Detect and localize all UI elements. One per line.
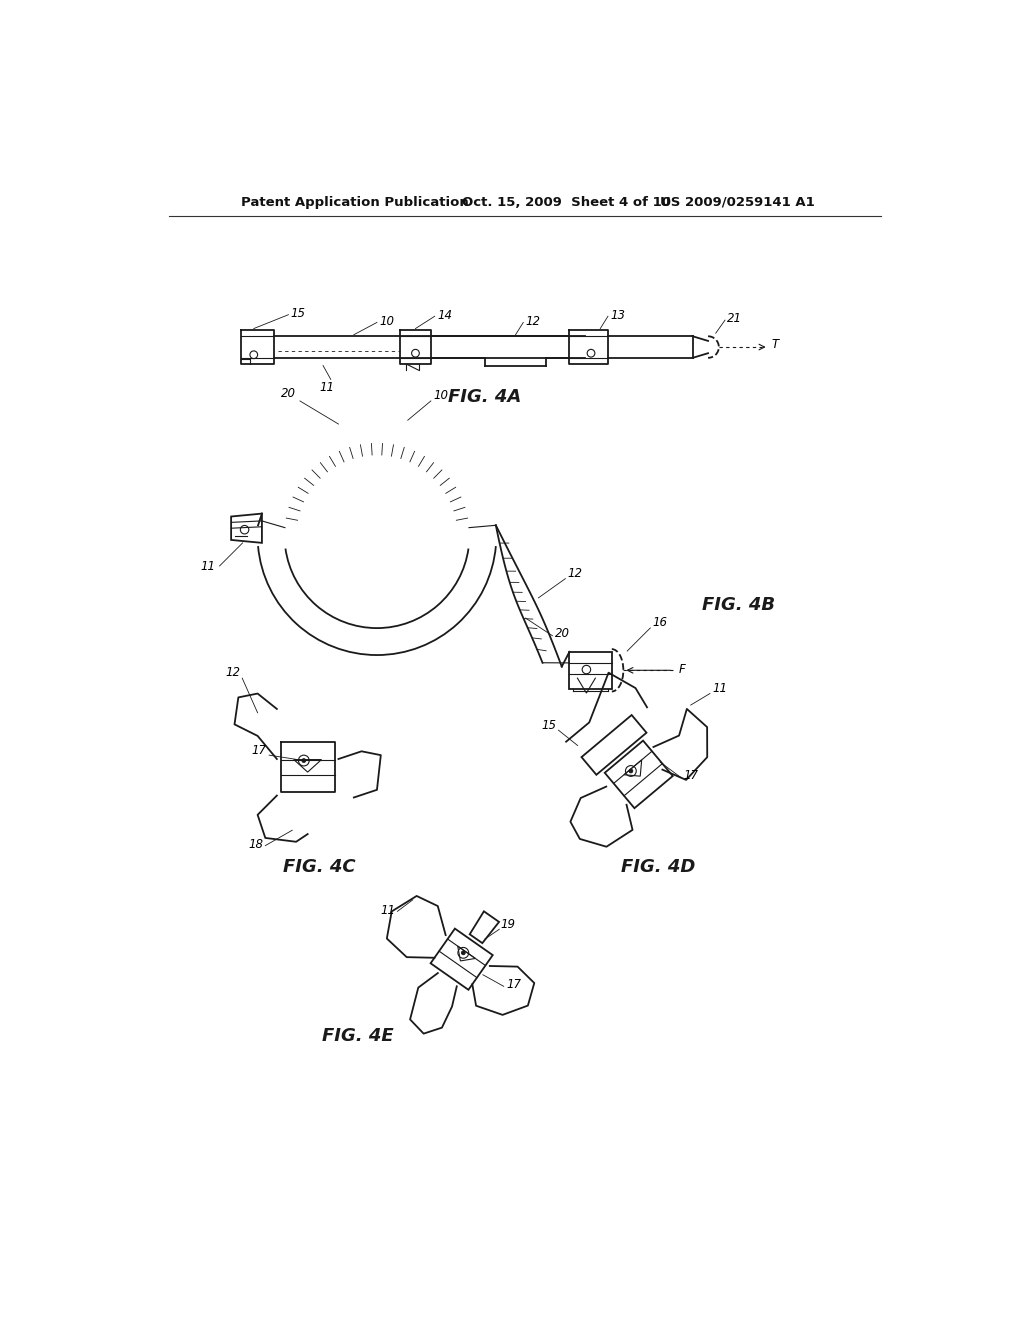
Text: 11: 11 — [381, 904, 396, 916]
Text: FIG. 4E: FIG. 4E — [322, 1027, 393, 1045]
Text: 10: 10 — [379, 315, 394, 329]
Text: 17: 17 — [683, 770, 698, 783]
Text: 12: 12 — [567, 568, 583, 579]
Text: 10: 10 — [433, 389, 449, 403]
Text: US 2009/0259141 A1: US 2009/0259141 A1 — [660, 195, 815, 209]
Text: 17: 17 — [506, 978, 521, 991]
Text: 21: 21 — [727, 312, 742, 325]
Text: F: F — [679, 663, 685, 676]
Circle shape — [302, 759, 306, 763]
Text: 18: 18 — [249, 838, 264, 851]
Text: 11: 11 — [201, 560, 216, 573]
Text: Patent Application Publication: Patent Application Publication — [241, 195, 468, 209]
Text: 19: 19 — [501, 917, 516, 931]
Text: FIG. 4A: FIG. 4A — [449, 388, 521, 407]
Text: 14: 14 — [437, 309, 452, 322]
Text: 20: 20 — [282, 387, 296, 400]
Circle shape — [462, 950, 465, 954]
Text: Oct. 15, 2009  Sheet 4 of 10: Oct. 15, 2009 Sheet 4 of 10 — [462, 195, 671, 209]
Text: 12: 12 — [525, 315, 541, 329]
Text: 17: 17 — [252, 744, 267, 758]
Text: 11: 11 — [319, 380, 335, 393]
Text: 20: 20 — [555, 627, 569, 640]
Text: 12: 12 — [225, 665, 241, 678]
Circle shape — [629, 770, 633, 774]
Text: 13: 13 — [610, 309, 626, 322]
Text: 15: 15 — [542, 718, 557, 731]
Text: FIG. 4B: FIG. 4B — [702, 597, 775, 614]
Text: T: T — [772, 338, 779, 351]
Text: 16: 16 — [652, 615, 668, 628]
Text: FIG. 4C: FIG. 4C — [283, 858, 355, 875]
Text: FIG. 4D: FIG. 4D — [621, 858, 695, 875]
Text: 11: 11 — [713, 682, 727, 696]
Text: 15: 15 — [291, 308, 306, 321]
